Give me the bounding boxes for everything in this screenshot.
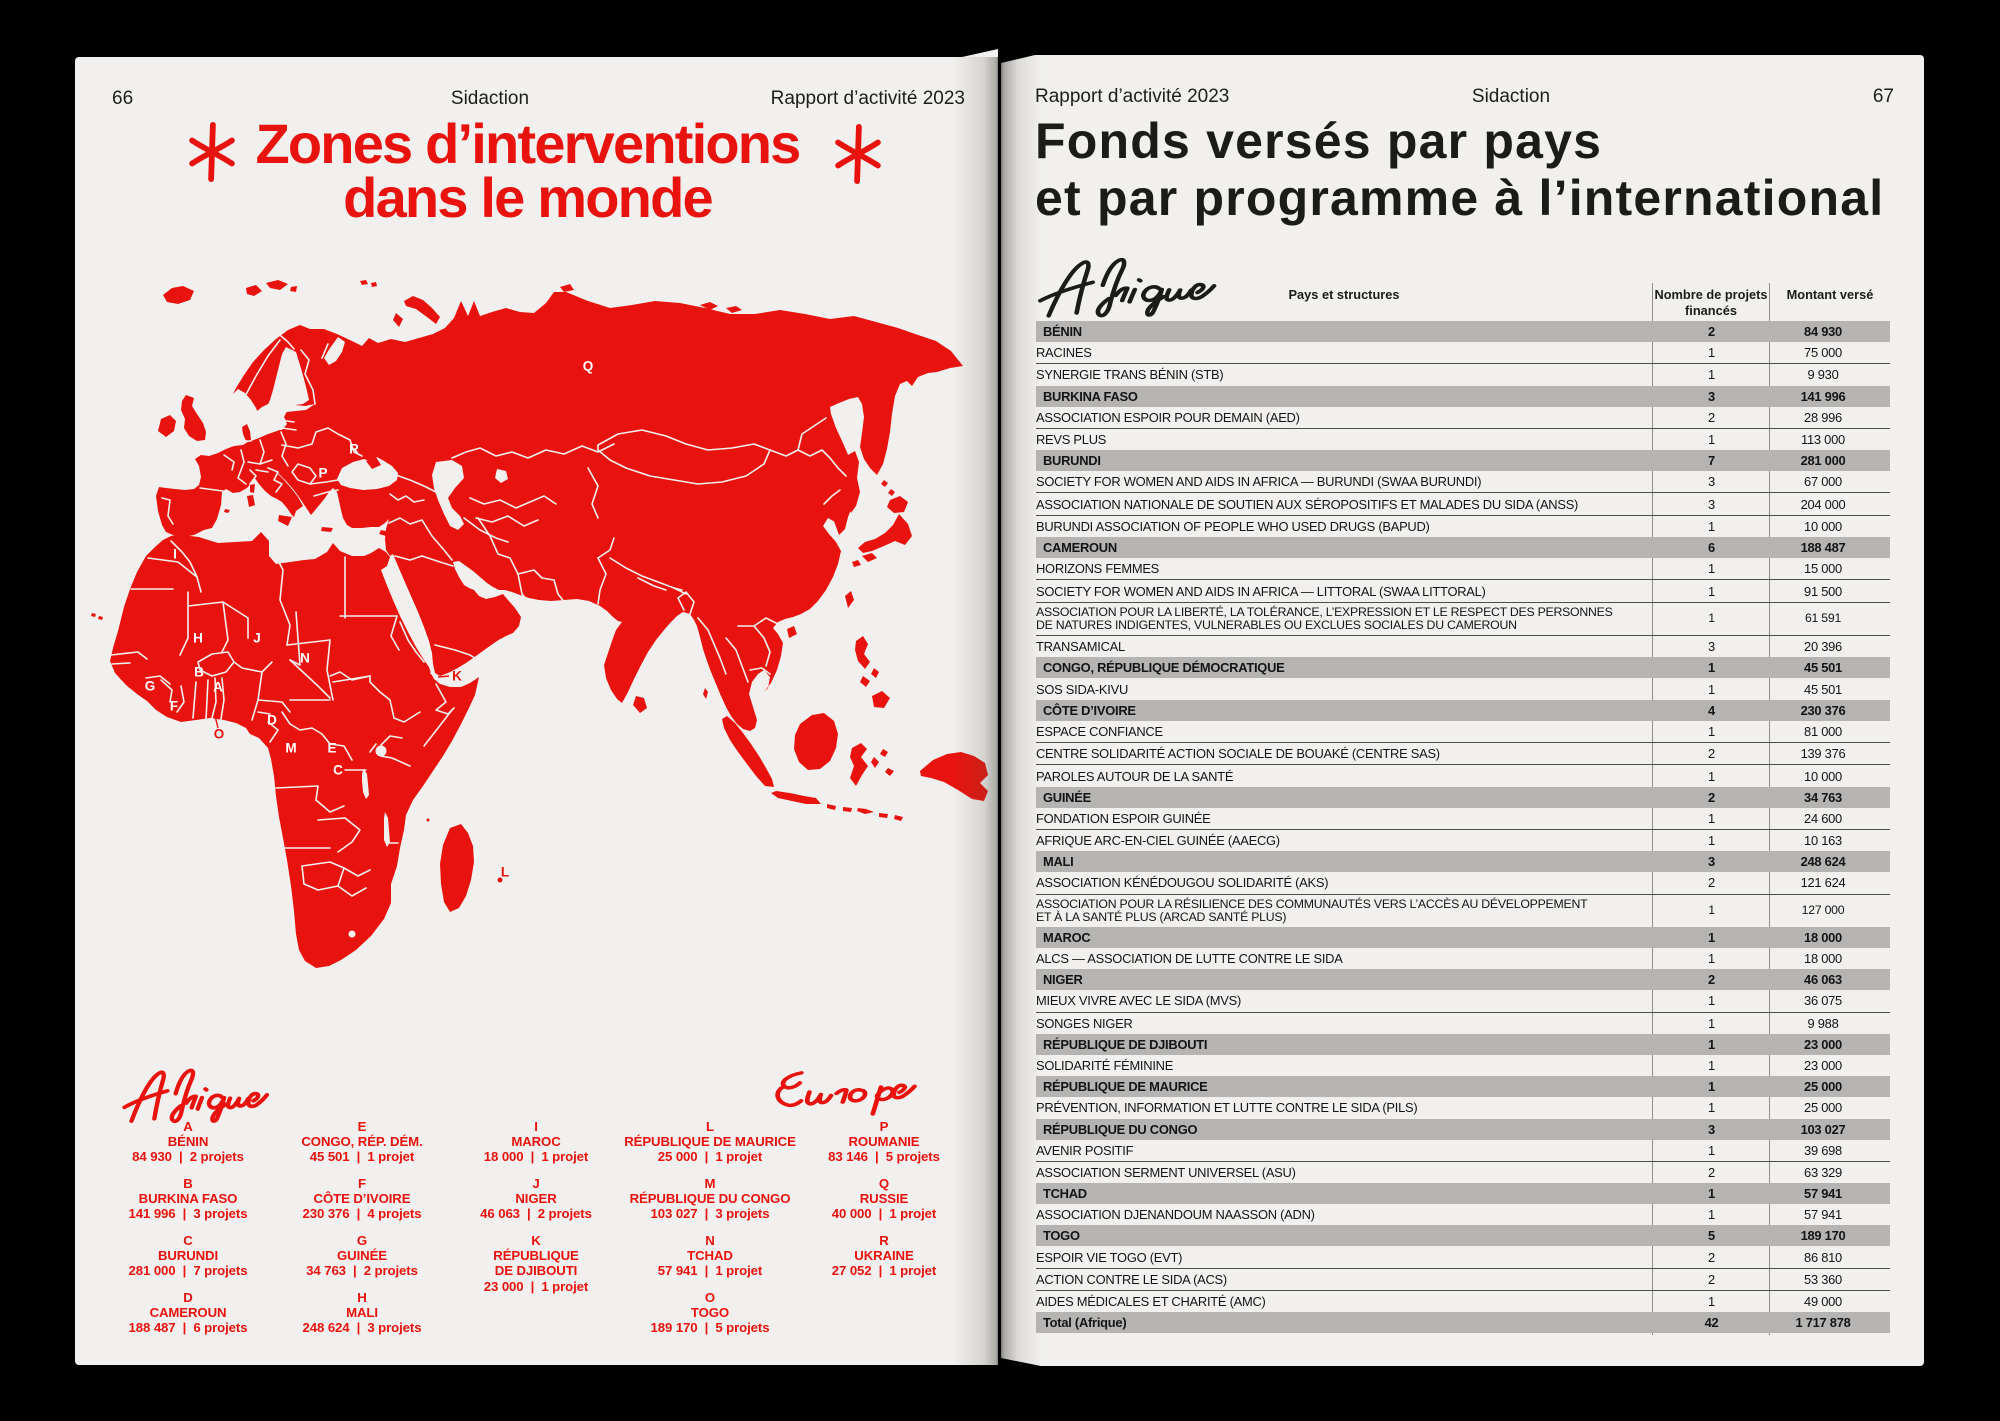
svg-text:C: C <box>333 763 343 778</box>
svg-text:N: N <box>300 651 310 666</box>
svg-text:F: F <box>170 699 178 714</box>
svg-text:Q: Q <box>583 359 594 374</box>
svg-text:D: D <box>267 713 277 728</box>
svg-text:P: P <box>318 466 327 481</box>
svg-text:M: M <box>285 741 296 756</box>
svg-text:K: K <box>452 669 462 684</box>
svg-text:R: R <box>349 442 359 457</box>
svg-text:A: A <box>213 680 223 695</box>
svg-text:H: H <box>193 631 203 646</box>
svg-text:O: O <box>214 727 225 742</box>
svg-text:B: B <box>194 665 204 680</box>
svg-text:J: J <box>253 631 261 646</box>
svg-text:L: L <box>501 865 509 880</box>
svg-text:G: G <box>145 679 156 694</box>
svg-text:I: I <box>173 547 177 562</box>
svg-text:E: E <box>327 741 336 756</box>
